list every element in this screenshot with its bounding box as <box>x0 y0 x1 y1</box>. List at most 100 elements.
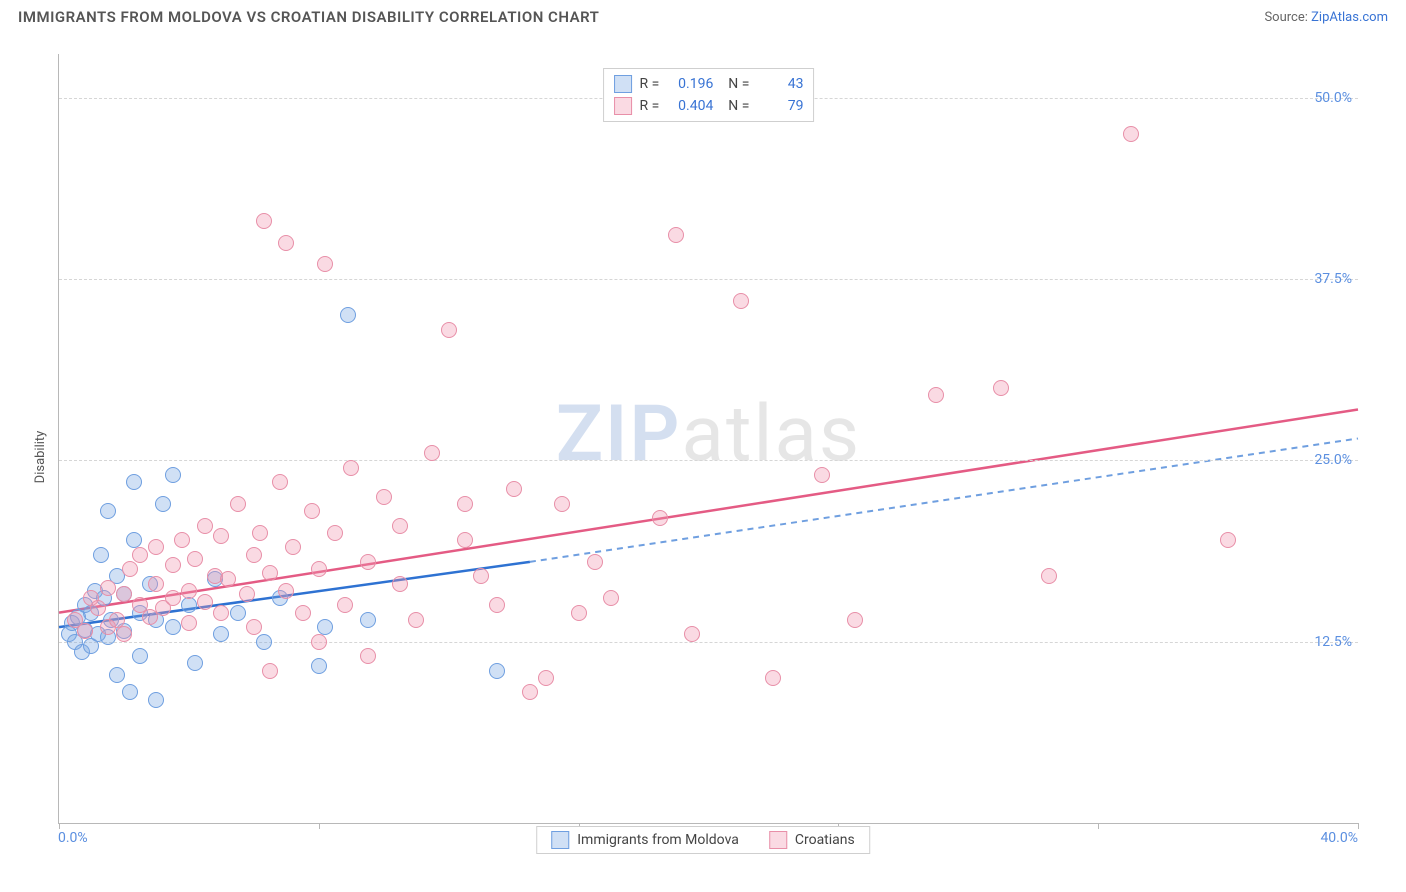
legend-item: Croatians <box>769 831 855 849</box>
data-point <box>327 525 343 541</box>
data-point <box>239 586 255 602</box>
data-point <box>311 634 327 650</box>
data-point <box>408 612 424 628</box>
data-point <box>148 539 164 555</box>
legend-swatch <box>614 97 632 115</box>
data-point <box>392 576 408 592</box>
data-point <box>765 670 781 686</box>
legend-item: Immigrants from Moldova <box>551 831 739 849</box>
data-point <box>522 684 538 700</box>
data-point <box>148 692 164 708</box>
data-point <box>165 557 181 573</box>
r-value: 0.196 <box>667 73 713 95</box>
data-point <box>489 597 505 613</box>
data-point <box>360 554 376 570</box>
data-point <box>814 467 830 483</box>
chart-title: IMMIGRANTS FROM MOLDOVA VS CROATIAN DISA… <box>18 8 599 26</box>
data-point <box>360 648 376 664</box>
correlation-stats-box: R =0.196 N =43R =0.404 N =79 <box>603 68 815 122</box>
data-point <box>220 571 236 587</box>
data-point <box>392 518 408 534</box>
data-point <box>213 528 229 544</box>
data-point <box>246 619 262 635</box>
y-tick-label: 12.5% <box>1314 634 1352 650</box>
source-link[interactable]: ZipAtlas.com <box>1311 10 1388 25</box>
data-point <box>603 590 619 606</box>
data-point <box>187 655 203 671</box>
r-label: R = <box>640 95 660 117</box>
legend-swatch <box>551 831 569 849</box>
data-point <box>489 663 505 679</box>
x-tick-label: 0.0% <box>58 830 88 846</box>
data-point <box>272 474 288 490</box>
data-point <box>285 539 301 555</box>
data-point <box>928 387 944 403</box>
data-point <box>571 605 587 621</box>
data-point <box>457 532 473 548</box>
x-tick-label: 40.0% <box>1320 830 1358 846</box>
series-legend: Immigrants from Moldova Croatians <box>536 826 870 854</box>
data-point <box>317 256 333 272</box>
data-point <box>376 489 392 505</box>
stats-row: R =0.196 N =43 <box>614 73 804 95</box>
data-point <box>197 594 213 610</box>
data-point <box>278 235 294 251</box>
n-label: N = <box>721 73 749 95</box>
data-point <box>311 658 327 674</box>
data-point <box>1220 532 1236 548</box>
data-point <box>311 561 327 577</box>
legend-swatch <box>614 75 632 93</box>
gridline <box>59 460 1358 461</box>
data-point <box>187 551 203 567</box>
data-point <box>360 612 376 628</box>
data-point <box>132 547 148 563</box>
data-point <box>109 667 125 683</box>
data-point <box>165 590 181 606</box>
data-point <box>343 460 359 476</box>
data-point <box>424 445 440 461</box>
data-point <box>148 576 164 592</box>
data-point <box>278 583 294 599</box>
x-tick <box>1098 823 1099 829</box>
x-tick <box>319 823 320 829</box>
plot-area: ZIPatlas R =0.196 N =43R =0.404 N =79 12… <box>58 54 1358 824</box>
data-point <box>993 380 1009 396</box>
data-point <box>587 554 603 570</box>
legend-label: Immigrants from Moldova <box>577 832 739 848</box>
data-point <box>262 663 278 679</box>
data-point <box>77 623 93 639</box>
legend-label: Croatians <box>795 832 855 848</box>
data-point <box>295 605 311 621</box>
r-label: R = <box>640 73 660 95</box>
data-point <box>256 634 272 650</box>
data-point <box>165 467 181 483</box>
data-point <box>126 474 142 490</box>
data-point <box>246 547 262 563</box>
data-point <box>90 600 106 616</box>
r-value: 0.404 <box>667 95 713 117</box>
data-point <box>473 568 489 584</box>
source-credit: Source: ZipAtlas.com <box>1264 10 1388 25</box>
chart-area: Disability ZIPatlas R =0.196 N =43R =0.4… <box>18 40 1388 874</box>
data-point <box>181 597 197 613</box>
y-tick-label: 50.0% <box>1314 90 1352 106</box>
data-point <box>340 307 356 323</box>
n-label: N = <box>721 95 749 117</box>
data-point <box>122 684 138 700</box>
data-point <box>165 619 181 635</box>
data-point <box>668 227 684 243</box>
data-point <box>230 496 246 512</box>
data-point <box>506 481 522 497</box>
data-point <box>1123 126 1139 142</box>
y-tick-label: 25.0% <box>1314 452 1352 468</box>
data-point <box>262 565 278 581</box>
data-point <box>181 583 197 599</box>
x-tick <box>59 823 60 829</box>
data-point <box>181 615 197 631</box>
data-point <box>441 322 457 338</box>
y-tick-label: 37.5% <box>1314 271 1352 287</box>
gridline <box>59 642 1358 643</box>
gridline <box>59 279 1358 280</box>
n-value: 79 <box>757 95 803 117</box>
y-axis-label: Disability <box>33 431 48 484</box>
